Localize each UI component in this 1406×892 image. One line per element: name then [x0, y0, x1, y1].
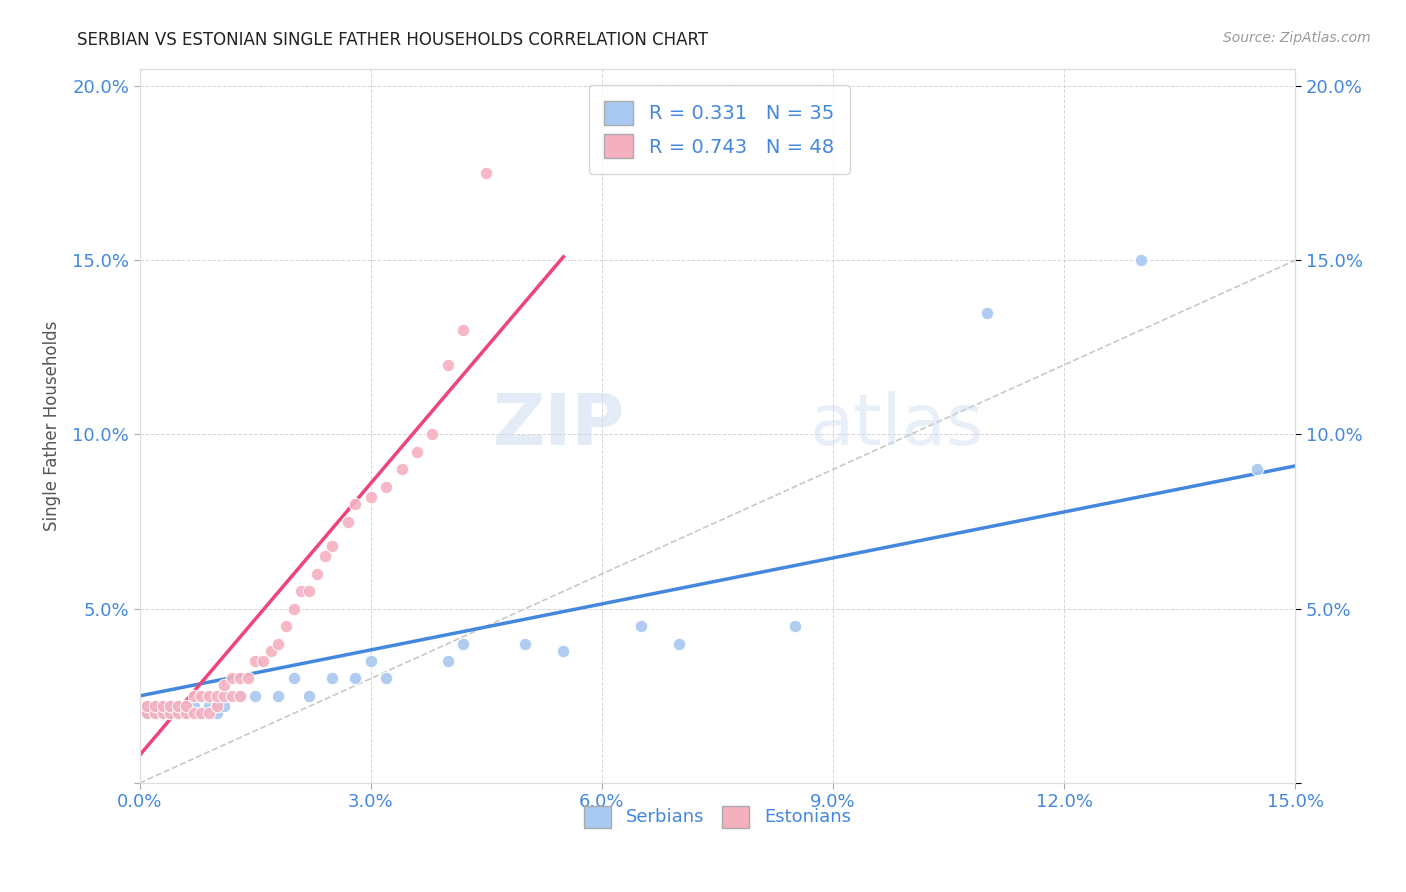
- Point: [422, 427, 444, 442]
- Point: [214, 699, 236, 714]
- Point: [290, 584, 312, 599]
- Point: [783, 619, 806, 633]
- Point: [214, 678, 236, 692]
- Point: [152, 706, 174, 721]
- Point: [252, 654, 274, 668]
- Text: Source: ZipAtlas.com: Source: ZipAtlas.com: [1223, 31, 1371, 45]
- Point: [245, 689, 267, 703]
- Point: [221, 689, 243, 703]
- Point: [1246, 462, 1268, 476]
- Point: [205, 699, 228, 714]
- Point: [976, 305, 998, 319]
- Point: [205, 689, 228, 703]
- Point: [183, 689, 205, 703]
- Point: [205, 706, 228, 721]
- Point: [437, 654, 460, 668]
- Point: [190, 706, 212, 721]
- Point: [321, 539, 343, 553]
- Point: [174, 699, 197, 714]
- Point: [375, 672, 398, 686]
- Point: [314, 549, 336, 564]
- Point: [152, 699, 174, 714]
- Point: [159, 706, 181, 721]
- Point: [336, 515, 359, 529]
- Point: [205, 699, 228, 714]
- Point: [283, 601, 305, 615]
- Point: [451, 637, 474, 651]
- Point: [190, 706, 212, 721]
- Point: [167, 706, 190, 721]
- Point: [344, 672, 367, 686]
- Point: [305, 566, 328, 581]
- Text: SERBIAN VS ESTONIAN SINGLE FATHER HOUSEHOLDS CORRELATION CHART: SERBIAN VS ESTONIAN SINGLE FATHER HOUSEH…: [77, 31, 709, 49]
- Point: [259, 643, 281, 657]
- Point: [136, 706, 159, 721]
- Point: [159, 699, 181, 714]
- Point: [229, 689, 252, 703]
- Point: [183, 699, 205, 714]
- Point: [391, 462, 413, 476]
- Point: [221, 672, 243, 686]
- Point: [143, 706, 166, 721]
- Point: [668, 637, 690, 651]
- Point: [167, 699, 190, 714]
- Point: [198, 706, 221, 721]
- Point: [174, 706, 197, 721]
- Point: [174, 706, 197, 721]
- Point: [298, 689, 321, 703]
- Point: [152, 699, 174, 714]
- Point: [143, 706, 166, 721]
- Point: [236, 672, 259, 686]
- Text: ZIP: ZIP: [494, 392, 626, 460]
- Point: [167, 699, 190, 714]
- Point: [136, 706, 159, 721]
- Point: [344, 497, 367, 511]
- Point: [229, 689, 252, 703]
- Point: [190, 689, 212, 703]
- Point: [167, 706, 190, 721]
- Point: [475, 166, 498, 180]
- Point: [143, 699, 166, 714]
- Point: [513, 637, 536, 651]
- Legend: Serbians, Estonians: Serbians, Estonians: [576, 798, 858, 835]
- Point: [274, 619, 297, 633]
- Point: [406, 445, 429, 459]
- Point: [375, 480, 398, 494]
- Point: [183, 706, 205, 721]
- Point: [198, 699, 221, 714]
- Point: [1130, 253, 1153, 268]
- Y-axis label: Single Father Households: Single Father Households: [44, 320, 60, 531]
- Point: [298, 584, 321, 599]
- Point: [437, 358, 460, 372]
- Point: [143, 699, 166, 714]
- Point: [198, 689, 221, 703]
- Point: [267, 637, 290, 651]
- Point: [267, 689, 290, 703]
- Point: [214, 689, 236, 703]
- Point: [229, 672, 252, 686]
- Point: [553, 643, 575, 657]
- Point: [159, 699, 181, 714]
- Point: [360, 490, 382, 504]
- Text: atlas: atlas: [810, 392, 984, 460]
- Point: [451, 323, 474, 337]
- Point: [136, 699, 159, 714]
- Point: [630, 619, 652, 633]
- Point: [360, 654, 382, 668]
- Point: [283, 672, 305, 686]
- Point: [152, 706, 174, 721]
- Point: [136, 699, 159, 714]
- Point: [245, 654, 267, 668]
- Point: [321, 672, 343, 686]
